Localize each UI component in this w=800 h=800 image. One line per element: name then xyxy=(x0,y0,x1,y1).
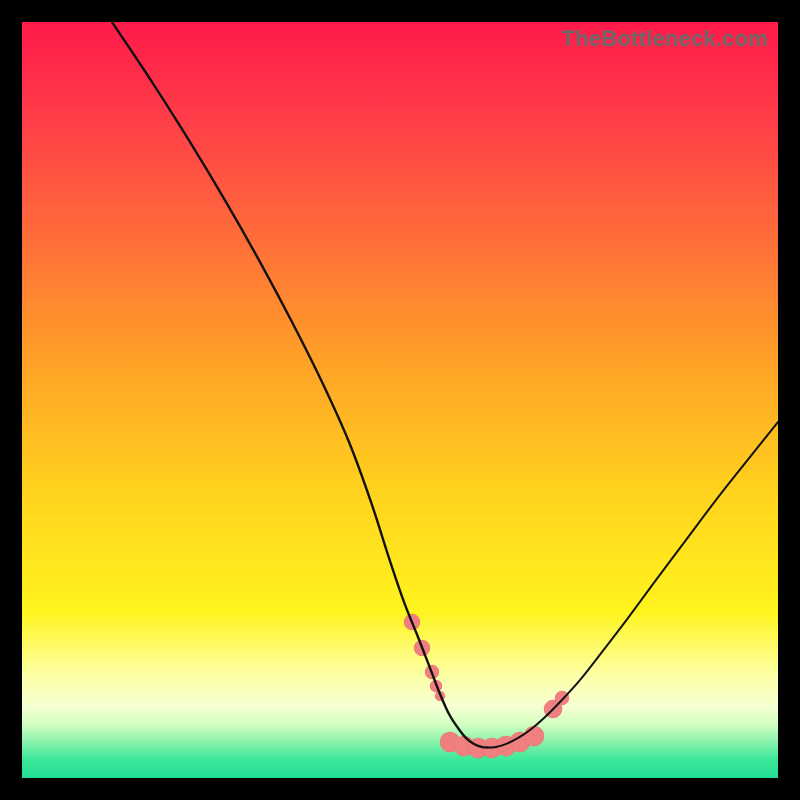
chart-frame: TheBottleneck.com xyxy=(0,0,800,800)
data-marker xyxy=(524,726,544,746)
bottleneck-curve-left xyxy=(112,22,488,748)
plot-area: TheBottleneck.com xyxy=(22,22,778,778)
bottleneck-curve-right xyxy=(488,422,778,748)
markers-group xyxy=(404,614,569,758)
data-marker xyxy=(555,691,569,705)
curve-layer xyxy=(22,22,778,778)
